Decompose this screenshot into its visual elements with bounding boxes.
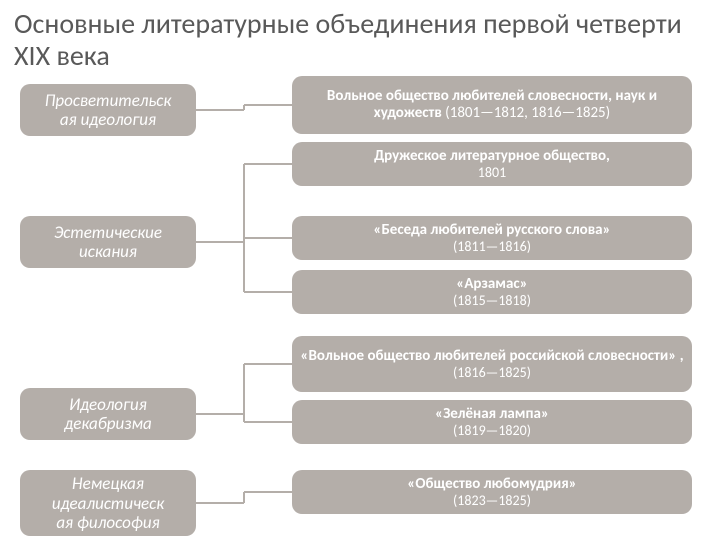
- connector-h: [196, 241, 244, 243]
- ideology-box: Эстетическиеискания: [20, 216, 196, 268]
- society-box: «Общество любомудрия»(1823—1825): [292, 470, 692, 514]
- ideology-box: Просветительская идеология: [20, 84, 196, 136]
- page-title: Основные литературные объединения первой…: [0, 0, 720, 76]
- connector-h: [244, 291, 292, 293]
- connector-v: [243, 164, 245, 292]
- society-box: «Вольное общество любителей российской с…: [292, 336, 692, 392]
- society-box: Дружеское литературное общество,1801: [292, 142, 692, 186]
- connector-h: [244, 237, 292, 239]
- society-title: «Зелёная лампа»: [435, 406, 549, 423]
- society-title: Дружеское литературное общество,: [374, 148, 610, 165]
- diagram-canvas: Вольное общество любителей словесности, …: [0, 76, 720, 546]
- society-title: «Вольное общество любителей российской с…: [300, 348, 683, 365]
- society-title: «Арзамас»: [456, 276, 527, 293]
- ideology-box: Немецкаяидеалистическая философия: [20, 470, 196, 536]
- society-dates: (1823—1825): [453, 493, 531, 509]
- society-box: «Зелёная лампа»(1819—1820): [292, 400, 692, 444]
- society-title: «Общество любомудрия»: [407, 476, 577, 493]
- society-title: Вольное общество любителей словесности, …: [300, 88, 684, 123]
- ideology-box: Идеологиядекабризма: [20, 388, 196, 440]
- connector-h: [244, 421, 292, 423]
- connector-h: [244, 491, 292, 493]
- society-box: «Арзамас»(1815—1818): [292, 270, 692, 314]
- connector-h: [196, 413, 244, 415]
- connector-h: [244, 104, 292, 106]
- connector-h: [196, 502, 244, 504]
- connector-v: [243, 364, 245, 422]
- connector-h: [244, 163, 292, 165]
- society-box: Вольное общество любителей словесности, …: [292, 76, 692, 134]
- connector-v: [243, 492, 245, 503]
- society-dates: (1815—1818): [453, 293, 531, 309]
- society-dates: (1811—1816): [453, 239, 531, 255]
- connector-h: [244, 363, 292, 365]
- society-title: «Беседа любителей русского слова»: [373, 222, 610, 239]
- society-dates: 1801: [478, 165, 506, 181]
- society-box: «Беседа любителей русского слова»(1811—1…: [292, 216, 692, 260]
- connector-h: [196, 109, 244, 111]
- society-dates: (1816—1825): [453, 365, 531, 381]
- society-dates: (1819—1820): [453, 423, 531, 439]
